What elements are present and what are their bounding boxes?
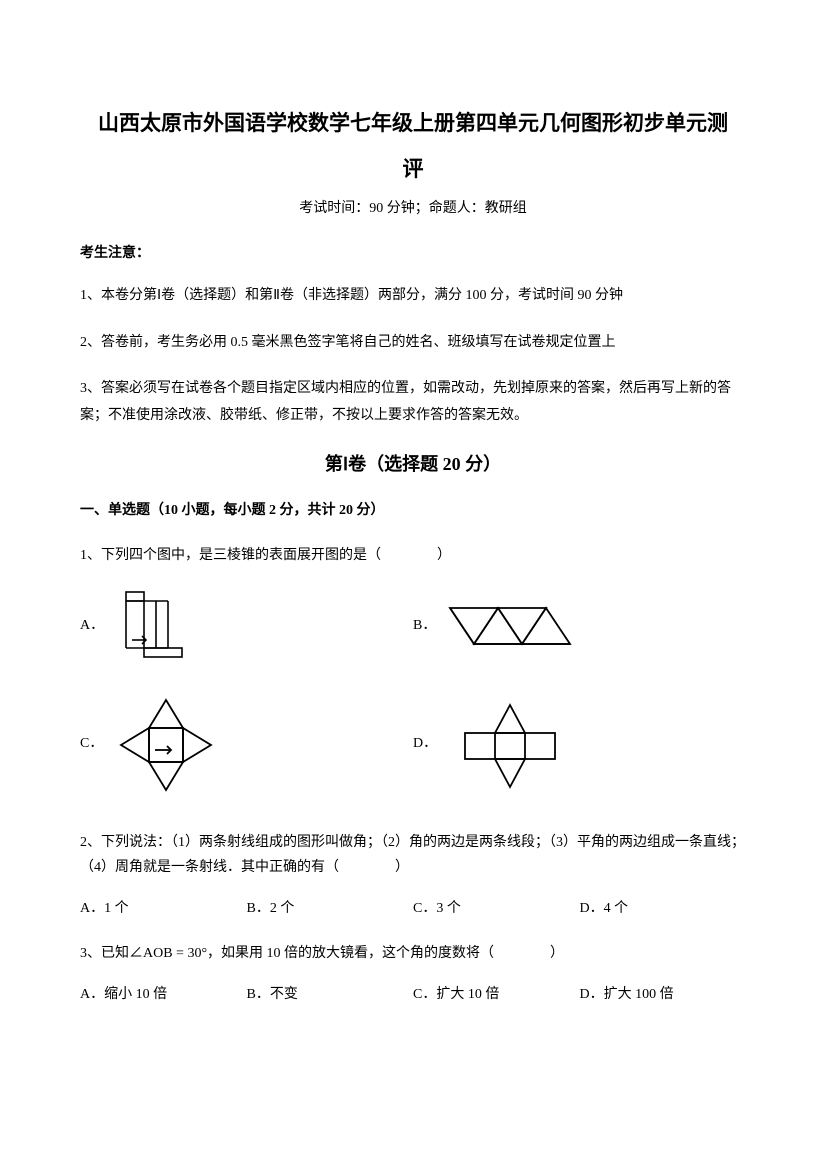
q1-figure-b-icon (444, 596, 594, 656)
q1-label-a: A． (80, 615, 104, 637)
q3-option-d: D．扩大 100 倍 (580, 984, 747, 1006)
q1-option-d: D． (413, 699, 746, 789)
notice-item-2: 2、答卷前，考生务必用 0.5 毫米黑色签字笔将自己的姓名、班级填写在试卷规定位… (80, 330, 746, 357)
q1-label-d: D． (413, 733, 437, 755)
notice-item-3: 3、答案必须写在试卷各个题目指定区域内相应的位置，如需改动，先划掉原来的答案，然… (80, 376, 746, 429)
q3-options: A．缩小 10 倍 B．不变 C．扩大 10 倍 D．扩大 100 倍 (80, 984, 746, 1006)
q1-option-b: B． (413, 596, 746, 656)
q2-option-a: A．1 个 (80, 898, 247, 920)
part-1-heading: 一、单选题（10 小题，每小题 2 分，共计 20 分） (80, 500, 746, 522)
exam-title-line2: 评 (80, 146, 746, 192)
q2-option-d: D．4 个 (580, 898, 747, 920)
q3-option-c: C．扩大 10 倍 (413, 984, 580, 1006)
question-2-text: 2、下列说法：（1）两条射线组成的图形叫做角；（2）角的两边是两条线段；（3）平… (80, 830, 746, 880)
question-1-text: 1、下列四个图中，是三棱锥的表面展开图的是（ ） (80, 543, 746, 568)
q3-option-b: B．不变 (247, 984, 414, 1006)
q2-option-c: C．3 个 (413, 898, 580, 920)
q2-option-b: B．2 个 (247, 898, 414, 920)
q1-row2: C． D． (80, 694, 746, 794)
section-1-heading: 第Ⅰ卷（选择题 20 分） (80, 450, 746, 479)
q2-options: A．1 个 B．2 个 C．3 个 D．4 个 (80, 898, 746, 920)
q1-figure-d-icon (445, 699, 575, 789)
notice-heading: 考生注意： (80, 243, 746, 265)
q1-figure-a-icon (112, 586, 202, 666)
q1-label-b: B． (413, 615, 436, 637)
question-3-text: 3、已知∠AOB = 30°，如果用 10 倍的放大镜看，这个角的度数将（ ） (80, 941, 746, 966)
q1-option-a: A． (80, 586, 413, 666)
q1-label-c: C． (80, 733, 103, 755)
notice-item-1: 1、本卷分第Ⅰ卷（选择题）和第Ⅱ卷（非选择题）两部分，满分 100 分，考试时间… (80, 283, 746, 310)
q1-figure-c-icon (111, 694, 221, 794)
exam-subtitle: 考试时间：90 分钟；命题人：教研组 (80, 198, 746, 220)
exam-title-line1: 山西太原市外国语学校数学七年级上册第四单元几何图形初步单元测 (80, 100, 746, 146)
q3-option-a: A．缩小 10 倍 (80, 984, 247, 1006)
q1-option-c: C． (80, 694, 413, 794)
q1-row1: A． B． (80, 586, 746, 666)
